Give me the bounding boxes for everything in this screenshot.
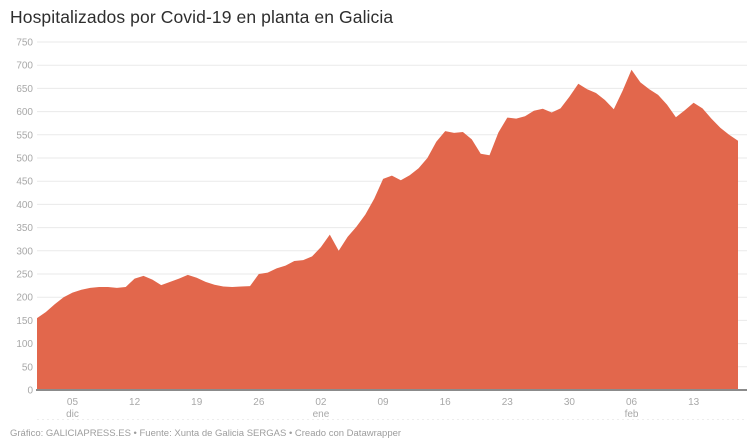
x-tick-day-30: 30 bbox=[564, 397, 576, 408]
y-tick-label-300: 300 bbox=[16, 246, 33, 257]
y-tick-label-100: 100 bbox=[16, 339, 33, 350]
x-tick-day-23: 23 bbox=[502, 397, 514, 408]
x-tick-day-26: 26 bbox=[253, 397, 265, 408]
y-tick-label-200: 200 bbox=[16, 293, 33, 304]
y-tick-label-550: 550 bbox=[16, 130, 33, 141]
x-tick-day-06: 06 bbox=[626, 397, 638, 408]
y-tick-label-450: 450 bbox=[16, 177, 33, 188]
x-tick-day-13: 13 bbox=[688, 397, 700, 408]
y-tick-label-50: 50 bbox=[22, 362, 34, 373]
y-tick-label-500: 500 bbox=[16, 154, 33, 165]
y-tick-label-0: 0 bbox=[27, 386, 33, 397]
y-tick-label-700: 700 bbox=[16, 61, 33, 72]
x-tick-month-feb: feb bbox=[625, 409, 639, 420]
y-tick-label-600: 600 bbox=[16, 107, 33, 118]
x-tick-day-09: 09 bbox=[378, 397, 390, 408]
x-tick-day-16: 16 bbox=[440, 397, 452, 408]
x-tick-month-dic: dic bbox=[66, 409, 79, 420]
chart-footer: Gráfico: GALICIAPRESS.ES • Fuente: Xunta… bbox=[10, 428, 402, 439]
x-tick-day-02: 02 bbox=[315, 397, 327, 408]
y-tick-label-650: 650 bbox=[16, 84, 33, 95]
x-tick-month-ene: ene bbox=[313, 409, 330, 420]
chart-title: Hospitalizados por Covid-19 en planta en… bbox=[10, 7, 394, 27]
y-tick-label-150: 150 bbox=[16, 316, 33, 327]
hospitalized-area-series bbox=[37, 69, 738, 391]
x-tick-day-19: 19 bbox=[191, 397, 203, 408]
y-tick-label-750: 750 bbox=[16, 38, 33, 49]
y-tick-label-400: 400 bbox=[16, 200, 33, 211]
x-tick-day-12: 12 bbox=[129, 397, 141, 408]
x-tick-day-05: 05 bbox=[67, 397, 79, 408]
y-tick-label-250: 250 bbox=[16, 270, 33, 281]
y-tick-label-350: 350 bbox=[16, 223, 33, 234]
